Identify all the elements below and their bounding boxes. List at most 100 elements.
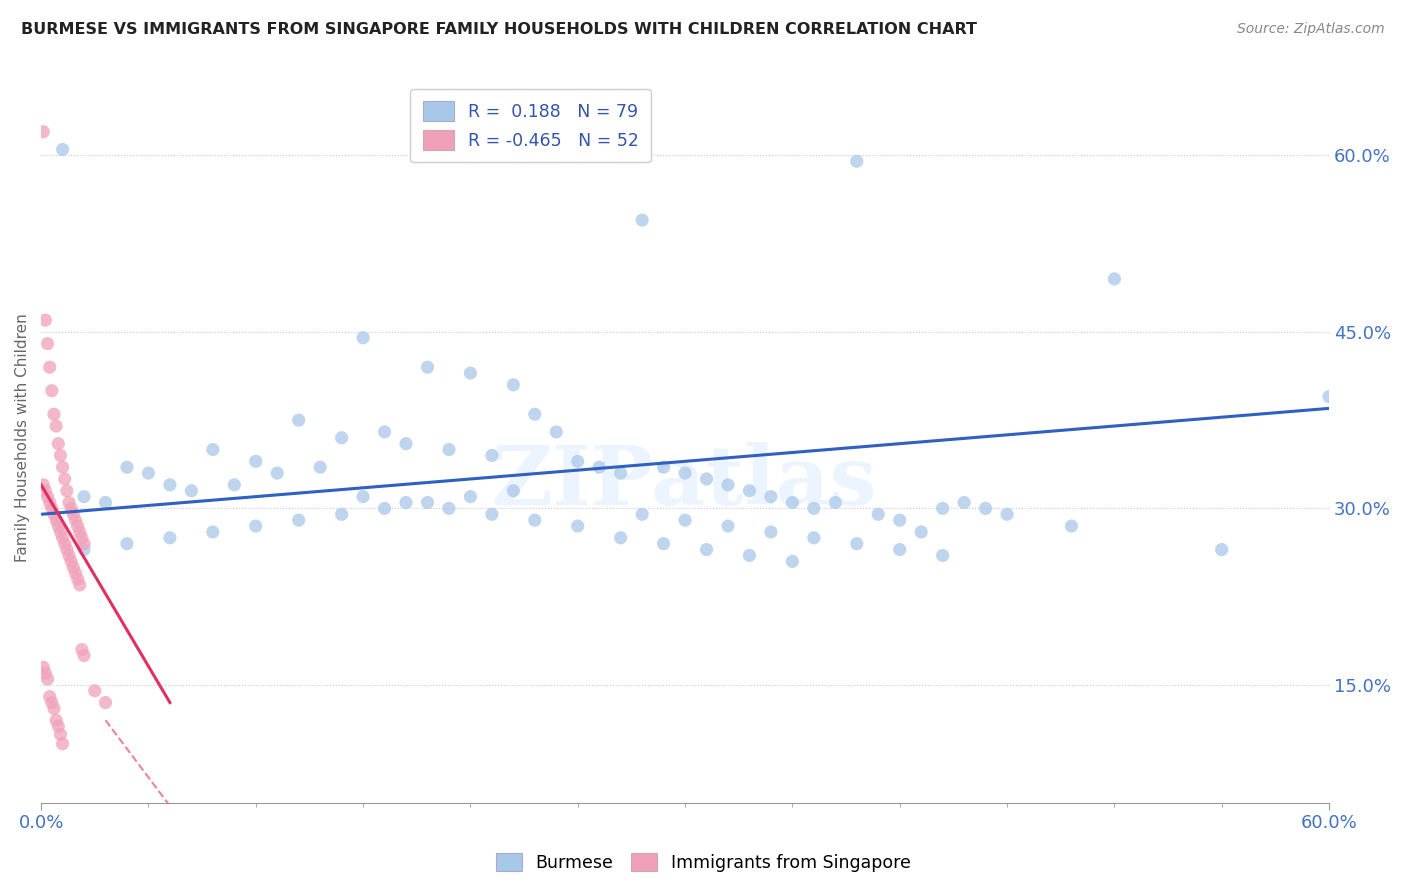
Point <box>374 425 396 439</box>
Legend: R =  0.188   N = 79, R = -0.465   N = 52: R = 0.188 N = 79, R = -0.465 N = 52 <box>411 89 651 162</box>
Point <box>38 360 60 375</box>
Point <box>567 454 589 468</box>
Point <box>738 483 761 498</box>
Point <box>437 442 460 457</box>
Point <box>62 508 84 522</box>
Point <box>567 519 589 533</box>
Point <box>70 642 93 657</box>
Point <box>759 490 782 504</box>
Point <box>32 478 55 492</box>
Point <box>45 513 67 527</box>
Point <box>70 531 93 545</box>
Point <box>159 531 181 545</box>
Point <box>673 466 696 480</box>
Point <box>309 460 332 475</box>
Point <box>115 537 138 551</box>
Point <box>41 384 63 398</box>
Point <box>782 495 804 509</box>
Point <box>65 513 87 527</box>
Point <box>609 466 631 480</box>
Point <box>46 519 69 533</box>
Point <box>481 508 503 522</box>
Point <box>34 483 56 498</box>
Point <box>42 701 65 715</box>
Point <box>717 478 740 492</box>
Point <box>180 483 202 498</box>
Point <box>416 360 439 375</box>
Text: Source: ZipAtlas.com: Source: ZipAtlas.com <box>1237 22 1385 37</box>
Legend: Burmese, Immigrants from Singapore: Burmese, Immigrants from Singapore <box>488 847 918 879</box>
Point <box>37 490 59 504</box>
Point <box>56 542 79 557</box>
Point <box>52 143 75 157</box>
Point <box>609 531 631 545</box>
Point <box>53 537 76 551</box>
Point <box>60 554 83 568</box>
Point <box>995 508 1018 522</box>
Point <box>588 460 610 475</box>
Point <box>60 501 83 516</box>
Point <box>201 442 224 457</box>
Point <box>374 501 396 516</box>
Point <box>395 436 418 450</box>
Point <box>66 572 89 586</box>
Point <box>652 460 675 475</box>
Point <box>58 495 80 509</box>
Point <box>46 719 69 733</box>
Point <box>45 713 67 727</box>
Point <box>83 683 105 698</box>
Point <box>287 413 309 427</box>
Point <box>395 495 418 509</box>
Point <box>738 549 761 563</box>
Point <box>115 460 138 475</box>
Point <box>94 495 117 509</box>
Point <box>69 578 91 592</box>
Point <box>803 531 825 545</box>
Point <box>62 560 84 574</box>
Point <box>330 431 353 445</box>
Point <box>73 537 96 551</box>
Point <box>52 531 75 545</box>
Point <box>523 513 546 527</box>
Point <box>53 472 76 486</box>
Point <box>42 508 65 522</box>
Point <box>845 154 868 169</box>
Point <box>352 331 374 345</box>
Point <box>49 727 72 741</box>
Point <box>34 666 56 681</box>
Point <box>460 490 482 504</box>
Point <box>481 449 503 463</box>
Point <box>245 454 267 468</box>
Point <box>868 508 890 522</box>
Point <box>266 466 288 480</box>
Point <box>34 313 56 327</box>
Point <box>49 449 72 463</box>
Point <box>330 508 353 522</box>
Point <box>73 542 96 557</box>
Point <box>46 436 69 450</box>
Point <box>159 478 181 492</box>
Point <box>631 213 654 227</box>
Point <box>45 419 67 434</box>
Point <box>245 519 267 533</box>
Point <box>502 377 524 392</box>
Point <box>696 472 718 486</box>
Point <box>58 549 80 563</box>
Point <box>824 495 846 509</box>
Text: BURMESE VS IMMIGRANTS FROM SINGAPORE FAMILY HOUSEHOLDS WITH CHILDREN CORRELATION: BURMESE VS IMMIGRANTS FROM SINGAPORE FAM… <box>21 22 977 37</box>
Point <box>56 483 79 498</box>
Point <box>42 407 65 421</box>
Point <box>974 501 997 516</box>
Point <box>845 537 868 551</box>
Point <box>32 660 55 674</box>
Point <box>201 524 224 539</box>
Point <box>782 554 804 568</box>
Text: ZIPatlas: ZIPatlas <box>492 442 877 522</box>
Point <box>52 737 75 751</box>
Point <box>889 513 911 527</box>
Point <box>759 524 782 539</box>
Point <box>803 501 825 516</box>
Point <box>49 524 72 539</box>
Point <box>32 125 55 139</box>
Point <box>931 501 953 516</box>
